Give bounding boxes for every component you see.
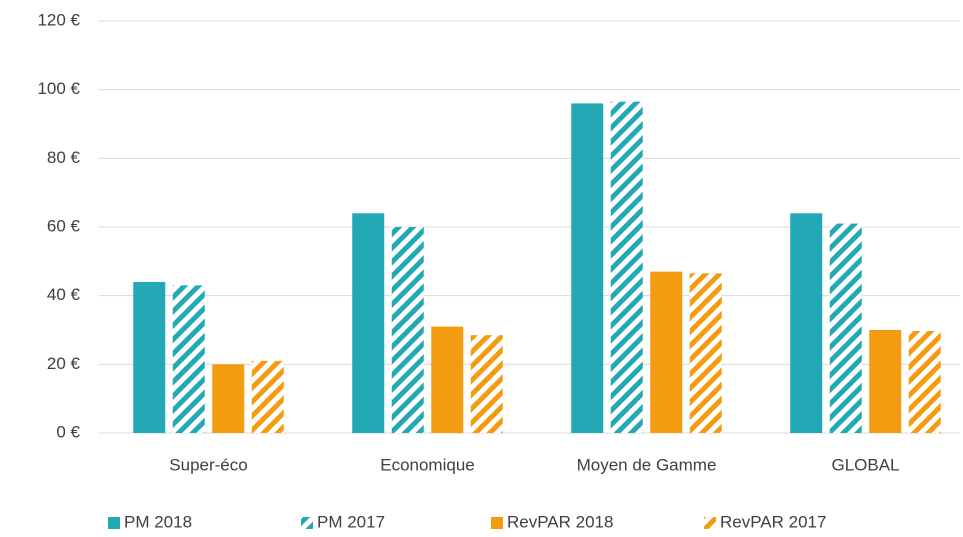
bar [829,223,862,433]
x-tick-label: Moyen de Gamme [577,455,717,474]
y-tick-label: 100 € [37,79,80,98]
bar [869,330,902,433]
legend-label: PM 2017 [317,512,385,531]
y-tick-label: 20 € [47,354,81,373]
bar [352,213,385,433]
legend-swatch [491,517,503,529]
legend-swatch [108,517,120,529]
x-tick-label: Super-éco [169,455,247,474]
bar [431,326,464,433]
bar [212,364,245,433]
y-tick-label: 60 € [47,216,81,235]
y-tick-label: 40 € [47,285,81,304]
legend-swatch [301,517,313,529]
y-tick-label: 80 € [47,148,81,167]
legend-label: PM 2018 [124,512,192,531]
bar [571,103,604,434]
bar [470,335,503,433]
legend-label: RevPAR 2018 [507,512,613,531]
y-tick-label: 0 € [56,422,80,441]
x-tick-label: GLOBAL [831,455,899,474]
bar [610,101,643,433]
bar [790,213,823,433]
bar [391,227,424,433]
bar [251,360,284,433]
x-tick-label: Economique [380,455,475,474]
bar [689,273,722,433]
bar [133,281,166,433]
bar [172,285,205,433]
legend-swatch [704,517,716,529]
y-tick-label: 120 € [37,10,80,29]
bar [908,331,941,433]
legend-label: RevPAR 2017 [720,512,826,531]
bar [650,271,683,433]
